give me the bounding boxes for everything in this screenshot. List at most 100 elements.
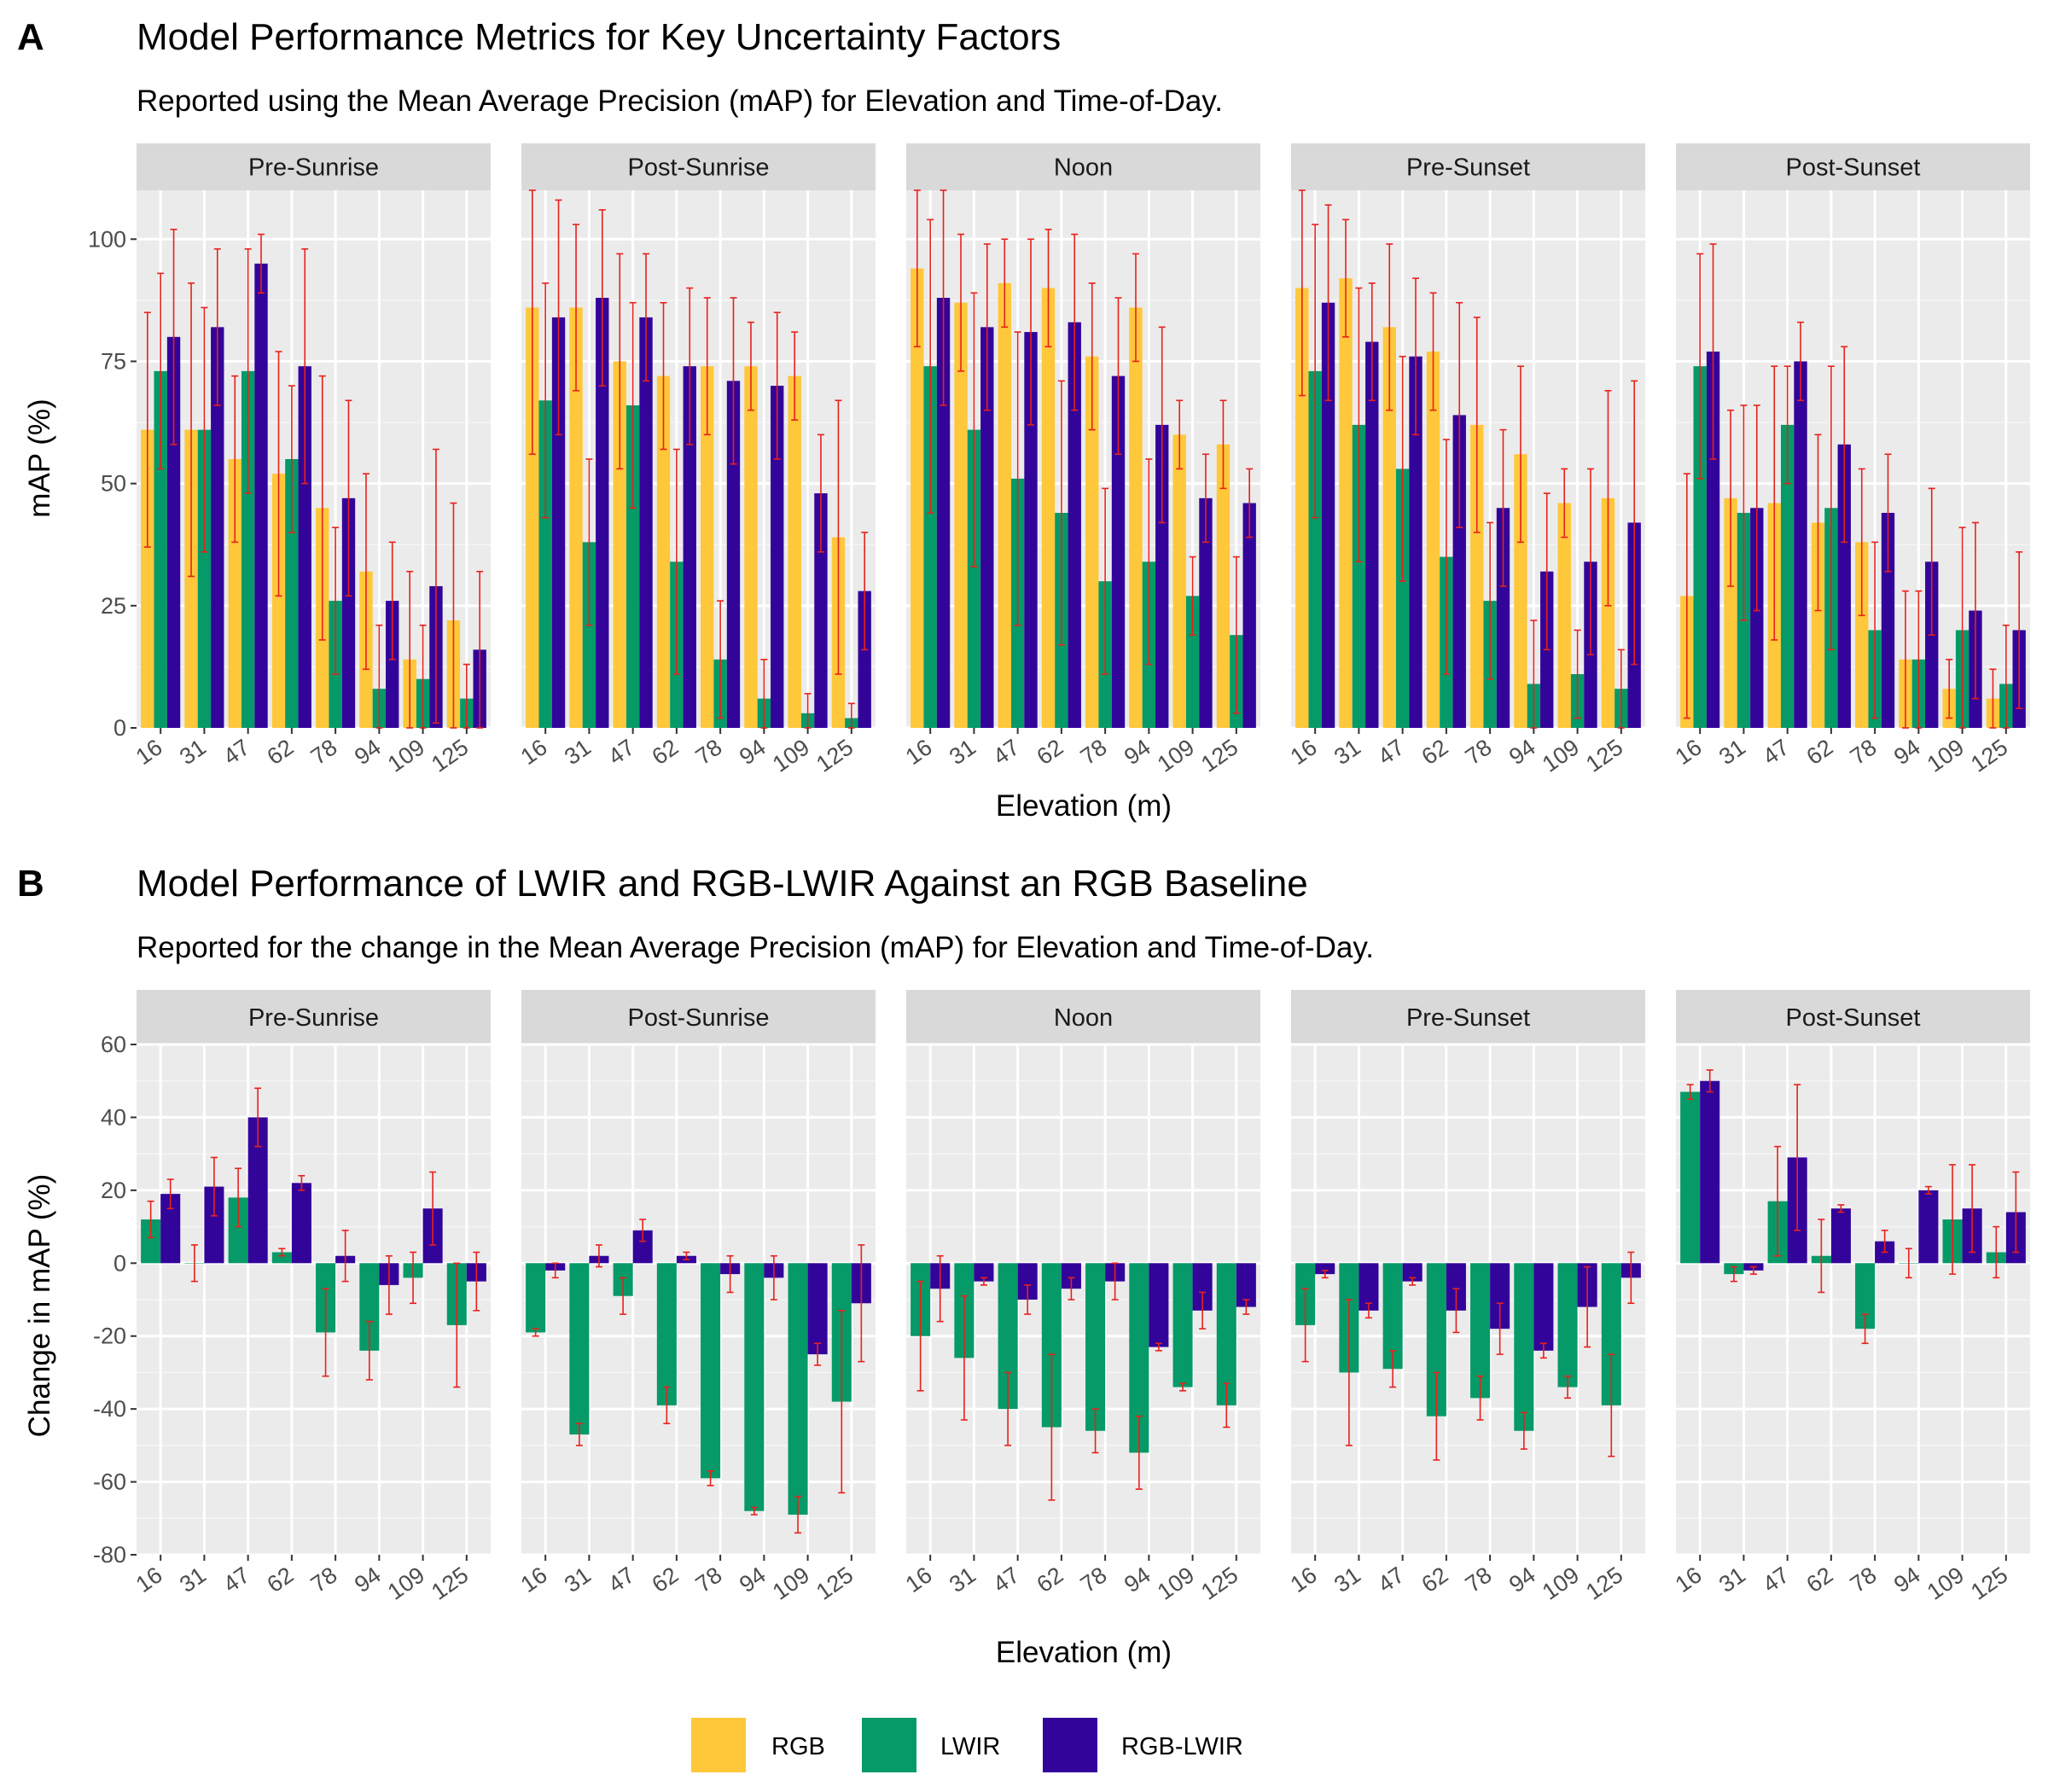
facet-strip-label: Post-Sunrise (627, 154, 769, 182)
error-bar-rgb-31 (957, 233, 965, 372)
bar-rgb-47 (613, 361, 626, 728)
bar-lwir-125 (1601, 1263, 1621, 1405)
x-tick-label: 78 (1846, 1562, 1882, 1597)
bar-rgb-109 (788, 375, 801, 728)
error-bar-rgb-lwir-125 (476, 570, 484, 729)
error-bar-rgb-lwir-125 (2016, 551, 2023, 709)
error-bar-lwir-62 (1057, 380, 1065, 646)
error-bar-rgb-47 (1386, 243, 1393, 411)
error-bar-lwir-62 (663, 1386, 671, 1425)
facet-strip (137, 143, 491, 190)
error-bar-lwir-125 (1608, 1353, 1615, 1457)
error-bar-lwir-62 (1048, 1353, 1056, 1501)
bar-rgb-16 (1295, 288, 1309, 729)
error-bar-lwir-62 (672, 448, 680, 675)
bar-rgb-lwir-31 (1750, 508, 1764, 728)
error-bar-rgb-lwir-31 (210, 1156, 218, 1217)
legend-swatch-rgb-lwir (1043, 1718, 1097, 1772)
facet-strip-label: Pre-Sunrise (248, 1004, 379, 1032)
bar-lwir-109 (788, 1263, 808, 1516)
error-bar-rgb-lwir-62 (1068, 1277, 1075, 1300)
error-bar-lwir-16 (1301, 1288, 1309, 1363)
x-tick-label: 62 (1417, 734, 1453, 770)
bar-rgb-lwir-16 (160, 1194, 181, 1264)
x-tick-label: 109 (1538, 1562, 1584, 1604)
legend-label-rgb: RGB (771, 1733, 825, 1760)
bar-lwir-94 (1514, 1263, 1534, 1431)
bar-rgb-lwir-47 (632, 1230, 653, 1264)
bar-lwir-62 (656, 1263, 677, 1405)
facet-strip-label: Post-Sunset (1786, 154, 1921, 182)
bar-lwir-78 (701, 1263, 721, 1479)
error-bar-lwir-78 (1102, 487, 1109, 675)
facet-strip (1676, 143, 2030, 190)
x-tick-label: 94 (735, 1562, 771, 1597)
error-bar-lwir-31 (190, 1244, 198, 1283)
error-bar-rgb-16 (143, 311, 151, 548)
error-bar-rgb-125 (450, 502, 457, 729)
x-tick-label: 78 (691, 1562, 727, 1597)
bar-rgb-lwir-31 (204, 1186, 224, 1264)
bar-rgb-31 (954, 302, 968, 728)
error-bar-rgb-lwir-109 (432, 448, 439, 724)
bar-rgb-94 (1514, 454, 1527, 728)
bar-rgb-47 (998, 282, 1011, 728)
error-bar-rgb-lwir-109 (1584, 1265, 1591, 1348)
error-bar-rgb-lwir-109 (429, 1171, 437, 1246)
x-tick-label: 109 (768, 734, 814, 777)
panel-a-x-axis-label: Elevation (m) (996, 789, 1172, 823)
error-bar-rgb-16 (528, 189, 536, 456)
bar-rgb-lwir-94 (1925, 561, 1939, 728)
facet-strip (1291, 990, 1645, 1044)
error-bar-lwir-47 (235, 1167, 242, 1228)
y-tick-label: -60 (93, 1469, 126, 1495)
error-bar-lwir-16 (927, 218, 934, 514)
y-tick-label: 50 (101, 471, 126, 497)
error-bar-lwir-31 (575, 1423, 583, 1446)
bar-rgb-31 (184, 429, 198, 728)
error-bar-rgb-lwir-94 (1543, 492, 1551, 651)
bar-rgb-lwir-94 (1533, 1263, 1554, 1351)
x-tick-label: 94 (1120, 1562, 1155, 1597)
error-bar-lwir-78 (1487, 521, 1494, 680)
y-tick-label: 60 (101, 1032, 126, 1057)
bar-rgb-lwir-47 (1024, 332, 1038, 728)
error-bar-rgb-lwir-94 (773, 311, 781, 460)
error-bar-rgb-lwir-16 (936, 1254, 944, 1323)
error-bar-lwir-62 (288, 385, 295, 533)
panel-b-title: Model Performance of LWIR and RGB-LWIR A… (137, 863, 1308, 905)
error-bar-rgb-lwir-109 (1199, 1291, 1207, 1329)
error-bar-lwir-109 (1564, 1375, 1572, 1399)
error-bar-rgb-lwir-109 (1201, 453, 1209, 544)
facet-strip (1291, 143, 1645, 190)
bar-rgb-62 (1811, 522, 1825, 728)
bar-lwir-47 (998, 1263, 1018, 1410)
error-bar-rgb-125 (1219, 399, 1227, 490)
error-bar-rgb-lwir-62 (1841, 346, 1848, 544)
error-bar-lwir-109 (1179, 1382, 1187, 1392)
bar-rgb-lwir-62 (1837, 444, 1851, 728)
bar-lwir-62 (285, 459, 299, 728)
x-tick-label: 47 (988, 734, 1024, 770)
error-bar-lwir-125 (453, 1262, 461, 1388)
error-bar-lwir-16 (1696, 253, 1704, 480)
bar-rgb-lwir-78 (1881, 513, 1895, 728)
bar-rgb-lwir-109 (1199, 497, 1213, 728)
error-bar-lwir-125 (1993, 1225, 2000, 1279)
error-bar-rgb-125 (1989, 668, 1997, 729)
x-tick-label: 78 (1846, 734, 1882, 770)
facet-strip-label: Noon (1054, 1004, 1113, 1032)
x-tick-label: 62 (1802, 734, 1838, 770)
error-bar-lwir-47 (1399, 355, 1406, 582)
y-tick-label: 25 (101, 593, 126, 619)
error-bar-rgb-lwir-16 (551, 1262, 559, 1279)
legend: RGB LWIR RGB-LWIR (691, 1718, 1243, 1772)
bar-rgb-lwir-16 (166, 336, 181, 728)
legend-swatch-rgb (691, 1718, 746, 1772)
bar-rgb-lwir-62 (1452, 415, 1466, 728)
error-bar-rgb-lwir-47 (258, 233, 265, 294)
